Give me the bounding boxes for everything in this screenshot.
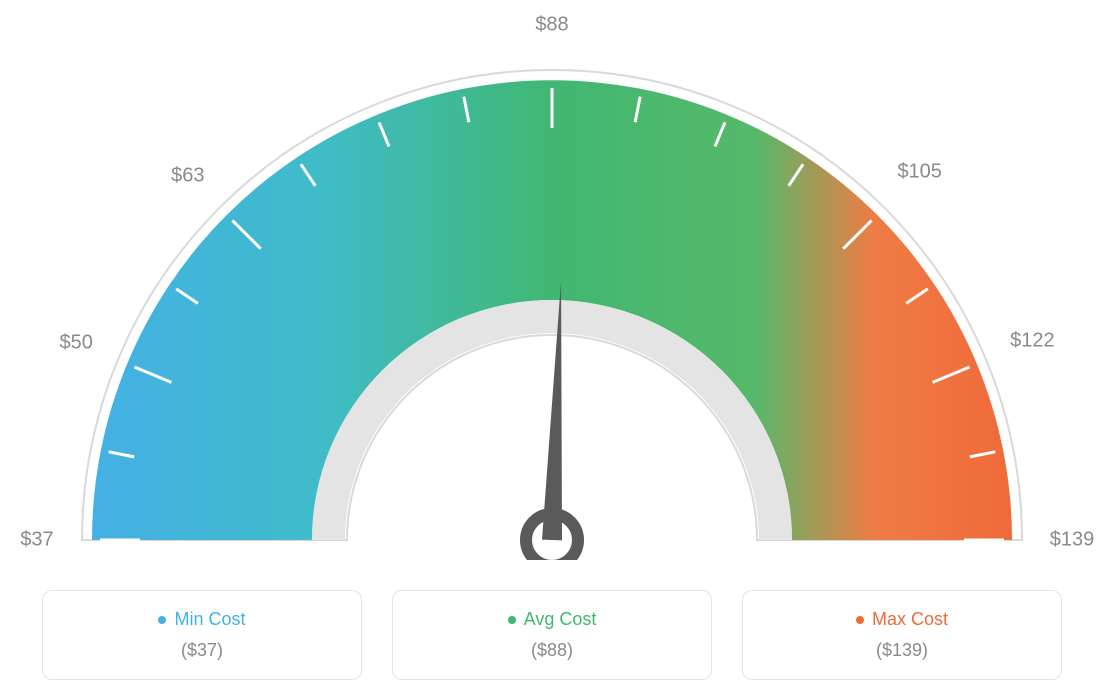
- gauge-tick-label: $88: [535, 14, 568, 37]
- legend-title-min: Min Cost: [158, 609, 245, 630]
- legend-card-min: Min Cost ($37): [42, 590, 362, 680]
- gauge-tick-label: $139: [1050, 529, 1095, 552]
- gauge-tick-label: $37: [20, 529, 53, 552]
- gauge-tick-label: $63: [171, 164, 204, 187]
- legend-label-avg: Avg Cost: [524, 609, 597, 630]
- legend-dot-avg: [508, 616, 516, 624]
- legend-label-max: Max Cost: [872, 609, 948, 630]
- legend-row: Min Cost ($37) Avg Cost ($88) Max Cost (…: [0, 590, 1104, 680]
- gauge-tick-label: $50: [60, 331, 93, 354]
- legend-title-avg: Avg Cost: [508, 609, 597, 630]
- legend-title-max: Max Cost: [856, 609, 948, 630]
- legend-value-max: ($139): [876, 640, 928, 661]
- legend-card-avg: Avg Cost ($88): [392, 590, 712, 680]
- gauge-tick-label: $122: [1010, 330, 1055, 353]
- legend-card-max: Max Cost ($139): [742, 590, 1062, 680]
- gauge-svg: [0, 0, 1104, 560]
- legend-label-min: Min Cost: [174, 609, 245, 630]
- gauge-chart: $37 $50 $63 $88 $105 $122 $139: [0, 0, 1104, 560]
- gauge-tick-label: $105: [897, 161, 942, 184]
- legend-dot-max: [856, 616, 864, 624]
- legend-value-avg: ($88): [531, 640, 573, 661]
- legend-value-min: ($37): [181, 640, 223, 661]
- legend-dot-min: [158, 616, 166, 624]
